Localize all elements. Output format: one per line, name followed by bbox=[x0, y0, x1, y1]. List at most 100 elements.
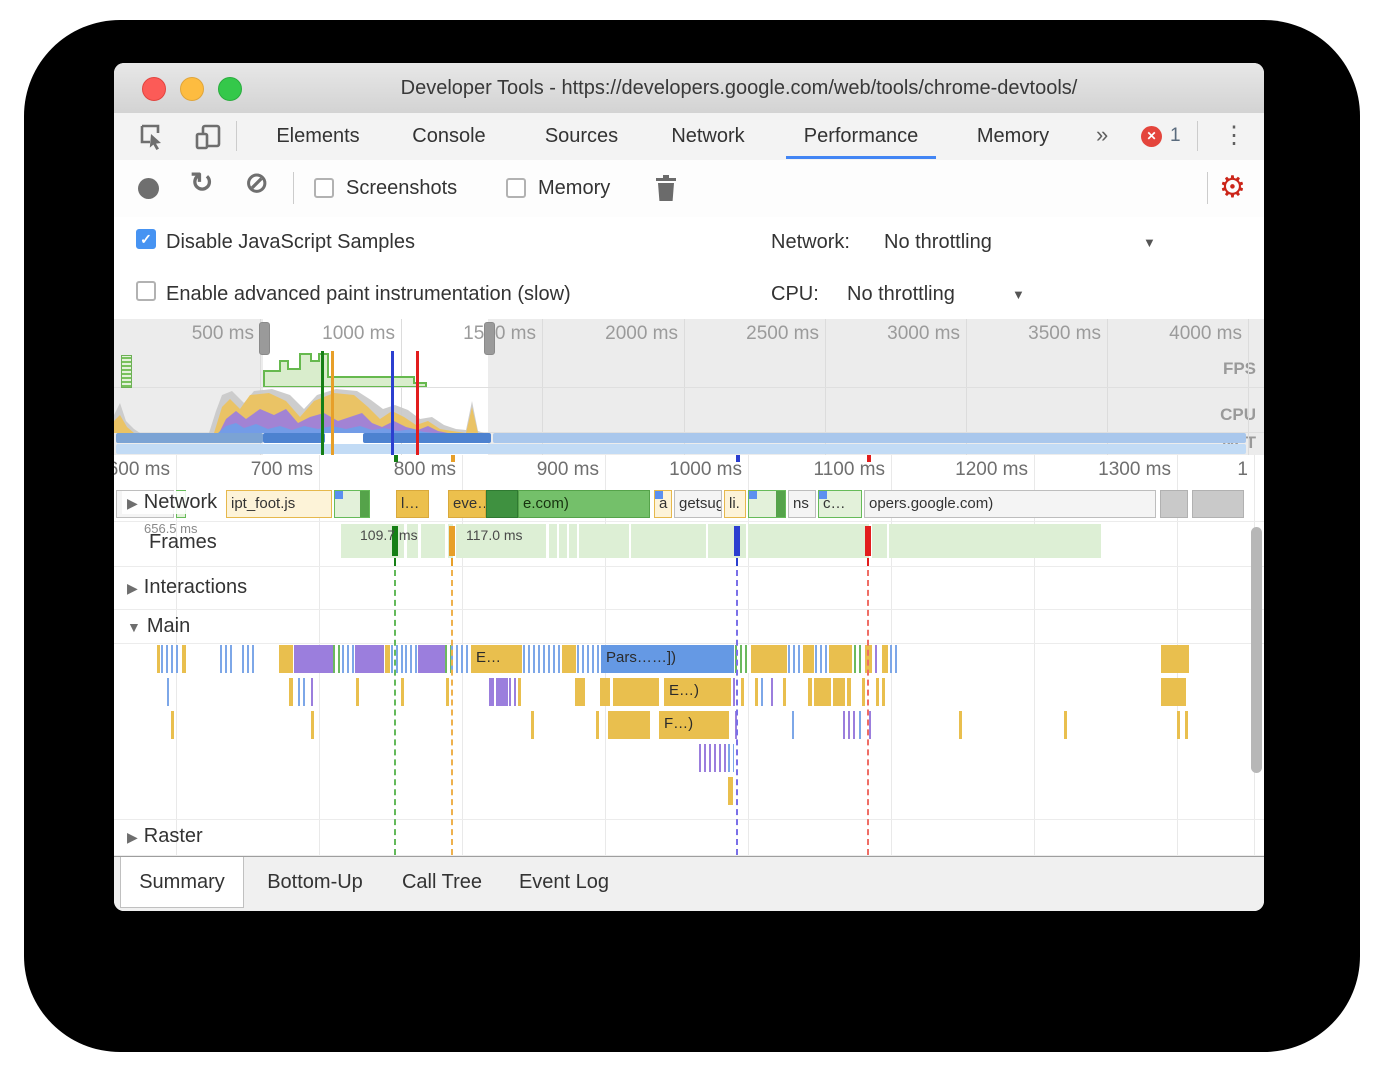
network-request-bar[interactable]: e.com) bbox=[518, 490, 650, 518]
network-request-bar[interactable]: c… bbox=[818, 490, 862, 518]
flame-event-bar[interactable] bbox=[342, 645, 354, 673]
main-track-toggle[interactable]: ▼ Main bbox=[127, 615, 191, 637]
error-badge-icon[interactable]: ✕ bbox=[1141, 126, 1162, 147]
flame-event-bar[interactable] bbox=[751, 645, 787, 673]
flame-event-bar[interactable] bbox=[1177, 711, 1180, 739]
frame-strip[interactable] bbox=[708, 524, 746, 558]
network-track-toggle[interactable]: ▶ Network bbox=[122, 491, 223, 514]
close-window-button[interactable] bbox=[142, 77, 166, 101]
network-throttle-select[interactable]: No throttling bbox=[884, 231, 992, 253]
flame-event-bar[interactable] bbox=[771, 678, 774, 706]
device-toolbar-icon[interactable] bbox=[193, 122, 223, 152]
flame-event-bar[interactable] bbox=[890, 645, 897, 673]
screenshots-checkbox[interactable] bbox=[314, 178, 334, 198]
flame-event-bar[interactable] bbox=[1161, 678, 1186, 706]
bottom-tab-event-log[interactable]: Event Log bbox=[518, 871, 610, 893]
frame-strip[interactable] bbox=[748, 524, 869, 558]
flame-event-bar[interactable] bbox=[815, 645, 828, 673]
flame-event-bar[interactable] bbox=[518, 678, 521, 706]
flame-event-bar[interactable] bbox=[311, 678, 315, 706]
kebab-menu-icon[interactable]: ⋮ bbox=[1222, 122, 1246, 149]
frame-strip[interactable] bbox=[421, 524, 445, 558]
tab-sources[interactable]: Sources bbox=[544, 125, 619, 147]
cpu-throttle-select[interactable]: No throttling bbox=[847, 283, 955, 305]
flame-event-bar[interactable] bbox=[1064, 711, 1067, 739]
network-request-bar[interactable] bbox=[334, 490, 370, 518]
flame-event-bar[interactable] bbox=[1185, 711, 1188, 739]
clear-recording-icon[interactable]: ⊘ bbox=[245, 167, 269, 198]
flame-event-bar[interactable] bbox=[735, 645, 750, 673]
flame-event-bar[interactable] bbox=[385, 645, 390, 673]
flame-event-bar[interactable] bbox=[792, 711, 795, 739]
flame-event-bar[interactable] bbox=[562, 645, 576, 673]
flame-event-bar[interactable] bbox=[608, 711, 650, 739]
frame-strip[interactable] bbox=[559, 524, 567, 558]
flame-event-bar[interactable] bbox=[391, 645, 404, 673]
flame-event-bar[interactable] bbox=[509, 678, 517, 706]
flame-event-bar[interactable] bbox=[311, 711, 314, 739]
flame-event-bar[interactable] bbox=[854, 645, 862, 673]
tab-performance[interactable]: Performance bbox=[786, 113, 936, 159]
tab-network[interactable]: Network bbox=[671, 125, 745, 147]
flame-event-bar[interactable] bbox=[171, 711, 174, 739]
tab-memory[interactable]: Memory bbox=[976, 125, 1050, 147]
vertical-scrollbar-thumb[interactable] bbox=[1251, 527, 1262, 773]
network-request-bar[interactable] bbox=[748, 490, 786, 518]
flame-event-bar[interactable] bbox=[862, 678, 865, 706]
bottom-tab-call-tree[interactable]: Call Tree bbox=[401, 871, 483, 893]
flame-event-bar[interactable] bbox=[803, 645, 814, 673]
flame-event-bar[interactable] bbox=[959, 711, 962, 739]
flame-event-bar[interactable]: F…) bbox=[659, 711, 729, 739]
flame-event-bar[interactable] bbox=[761, 678, 764, 706]
network-request-bar[interactable] bbox=[1160, 490, 1188, 518]
raster-track-toggle[interactable]: ▶ Raster bbox=[127, 825, 203, 847]
flame-event-bar[interactable] bbox=[167, 678, 170, 706]
flame-event-bar[interactable] bbox=[356, 678, 359, 706]
minimize-window-button[interactable] bbox=[180, 77, 204, 101]
flame-event-bar[interactable] bbox=[882, 645, 888, 673]
flame-event-bar[interactable] bbox=[242, 645, 255, 673]
flame-event-bar[interactable] bbox=[600, 678, 610, 706]
flame-event-bar[interactable] bbox=[182, 645, 186, 673]
flame-event-bar[interactable] bbox=[843, 711, 857, 739]
flame-event-bar[interactable]: Pars……]) bbox=[601, 645, 734, 673]
advanced-paint-checkbox[interactable] bbox=[136, 281, 156, 301]
bottom-tab-bottom-up[interactable]: Bottom-Up bbox=[267, 871, 363, 893]
flame-event-bar[interactable] bbox=[833, 678, 845, 706]
memory-checkbox[interactable] bbox=[506, 178, 526, 198]
selection-drag-handle[interactable] bbox=[484, 322, 495, 355]
flame-event-bar[interactable] bbox=[451, 645, 470, 673]
flame-event-bar[interactable] bbox=[496, 678, 508, 706]
network-request-bar[interactable]: l… bbox=[396, 490, 429, 518]
reload-and-record-icon[interactable]: ↻ bbox=[190, 167, 214, 198]
network-request-bar[interactable]: ipt_foot.js bbox=[226, 490, 332, 518]
flame-event-bar[interactable] bbox=[531, 711, 534, 739]
frame-strip[interactable] bbox=[549, 524, 557, 558]
frame-strip[interactable] bbox=[889, 524, 1101, 558]
flame-event-bar[interactable] bbox=[523, 645, 561, 673]
network-request-bar[interactable]: ns bbox=[788, 490, 816, 518]
frame-strip[interactable] bbox=[872, 524, 887, 558]
flame-event-bar[interactable] bbox=[1161, 645, 1189, 673]
flame-event-bar[interactable] bbox=[859, 711, 862, 739]
flame-event-bar[interactable]: E… bbox=[471, 645, 522, 673]
trash-icon[interactable] bbox=[655, 175, 677, 201]
cpu-select-arrow-icon[interactable]: ▼ bbox=[1012, 287, 1025, 302]
selection-drag-handle[interactable] bbox=[259, 322, 270, 355]
flame-event-bar[interactable] bbox=[733, 678, 736, 706]
flame-event-bar[interactable] bbox=[847, 678, 851, 706]
flame-event-bar[interactable]: E…) bbox=[664, 678, 731, 706]
settings-gear-icon[interactable]: ⚙ bbox=[1219, 171, 1246, 204]
flame-event-bar[interactable] bbox=[446, 678, 449, 706]
flame-event-bar[interactable] bbox=[294, 645, 304, 673]
flame-event-bar[interactable] bbox=[220, 645, 234, 673]
flame-event-bar[interactable] bbox=[829, 645, 852, 673]
bottom-tab-summary[interactable]: Summary bbox=[120, 857, 244, 908]
frame-strip[interactable] bbox=[579, 524, 629, 558]
flame-event-bar[interactable] bbox=[575, 678, 585, 706]
network-request-bar[interactable] bbox=[486, 490, 518, 518]
flame-event-bar[interactable] bbox=[298, 678, 308, 706]
flame-event-bar[interactable] bbox=[699, 744, 727, 772]
frame-strip[interactable] bbox=[407, 524, 418, 558]
record-button[interactable] bbox=[138, 178, 159, 199]
